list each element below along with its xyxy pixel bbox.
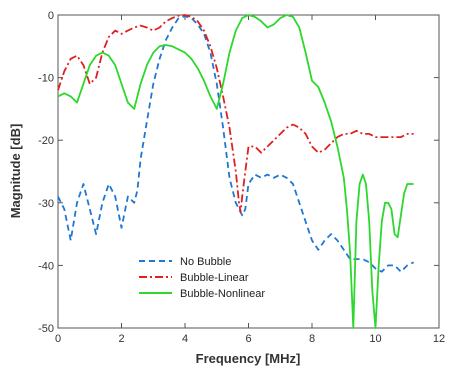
x-tick-label: 10 [369, 333, 381, 345]
legend: No Bubble Bubble-Linear Bubble-Nonlinear [139, 256, 265, 300]
x-tick-label: 6 [245, 333, 251, 345]
legend-label-no-bubble: No Bubble [180, 256, 231, 268]
y-tick-label: -10 [38, 73, 54, 85]
x-axis-label: Frequency [MHz] [196, 351, 301, 366]
series-line-no-bubble [57, 15, 414, 273]
plot-frame [57, 14, 440, 329]
y-tick-label: -20 [38, 135, 54, 147]
series-line-bubble-linear [57, 14, 414, 214]
y-tick-label: -30 [38, 198, 54, 210]
legend-label-bubble-nonlinear: Bubble-Nonlinear [180, 288, 265, 300]
series-lines [57, 14, 414, 329]
y-tick-label: -40 [38, 260, 54, 272]
x-tick-label: 12 [433, 333, 445, 345]
x-tick-label: 2 [118, 333, 124, 345]
x-tick-label: 8 [309, 333, 315, 345]
x-tick-label: 4 [182, 333, 188, 345]
legend-label-bubble-linear: Bubble-Linear [180, 272, 249, 284]
y-axis-label: Magnitude [dB] [8, 124, 23, 219]
y-tick-label: 0 [48, 10, 54, 22]
y-tick-label: -50 [38, 323, 54, 335]
series-line-bubble-nonlinear [57, 14, 414, 329]
x-tick-label: 0 [55, 333, 61, 345]
